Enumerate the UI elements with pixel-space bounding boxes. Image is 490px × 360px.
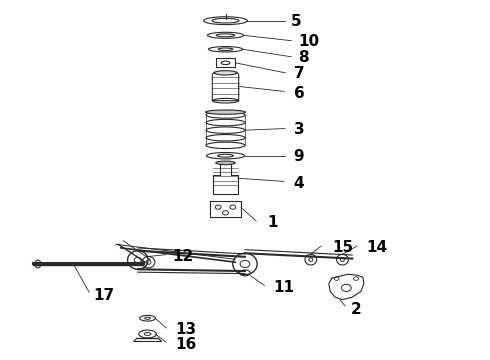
Text: 14: 14 xyxy=(367,240,388,255)
Text: 10: 10 xyxy=(298,34,319,49)
Text: 9: 9 xyxy=(294,149,304,164)
Ellipse shape xyxy=(205,110,245,114)
Text: 8: 8 xyxy=(298,50,309,65)
Text: 4: 4 xyxy=(294,176,304,191)
Text: 15: 15 xyxy=(333,240,354,255)
Text: 7: 7 xyxy=(294,66,304,81)
Text: 6: 6 xyxy=(294,86,304,101)
Text: 3: 3 xyxy=(294,122,304,137)
Text: 13: 13 xyxy=(175,322,196,337)
Text: 11: 11 xyxy=(273,280,294,296)
Text: 17: 17 xyxy=(93,288,114,302)
Text: 12: 12 xyxy=(172,249,193,264)
Text: 2: 2 xyxy=(351,302,362,317)
Text: 1: 1 xyxy=(267,215,277,230)
Text: 16: 16 xyxy=(175,337,196,352)
Bar xyxy=(216,58,235,67)
Text: 5: 5 xyxy=(291,14,302,28)
Ellipse shape xyxy=(216,161,235,165)
Ellipse shape xyxy=(214,71,237,75)
